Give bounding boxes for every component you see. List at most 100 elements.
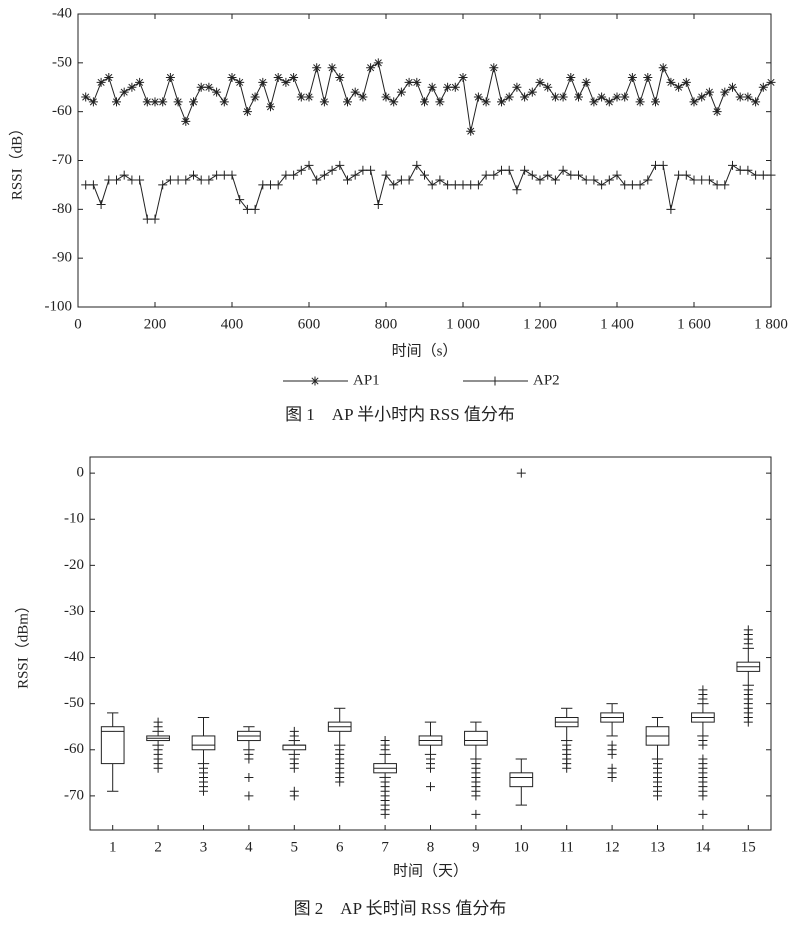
marker xyxy=(142,214,152,224)
marker xyxy=(674,82,684,92)
marker xyxy=(651,97,660,107)
marker xyxy=(743,717,753,727)
marker xyxy=(335,72,345,82)
marker xyxy=(497,97,506,107)
marker xyxy=(435,175,445,185)
marker xyxy=(627,72,637,82)
marker xyxy=(380,745,390,755)
box xyxy=(282,744,307,751)
marker xyxy=(698,740,708,750)
marker xyxy=(504,92,514,102)
marker xyxy=(612,92,622,102)
y-tick-label: -20 xyxy=(64,557,84,573)
marker xyxy=(312,63,322,73)
x-tick-label: 600 xyxy=(298,316,321,332)
marker xyxy=(728,82,737,92)
marker xyxy=(112,97,121,107)
marker xyxy=(366,165,376,175)
marker xyxy=(258,180,268,190)
marker xyxy=(497,165,506,175)
box xyxy=(464,730,488,746)
marker xyxy=(227,72,237,82)
marker xyxy=(735,92,745,102)
marker xyxy=(743,92,753,102)
marker xyxy=(281,77,291,87)
marker xyxy=(698,809,708,819)
marker xyxy=(327,63,337,73)
marker xyxy=(358,165,368,175)
marker xyxy=(427,180,437,190)
marker xyxy=(471,791,481,801)
y-tick-label: -100 xyxy=(45,298,73,314)
marker xyxy=(427,82,437,92)
marker xyxy=(490,376,500,386)
marker xyxy=(653,791,662,801)
marker xyxy=(412,160,422,170)
marker xyxy=(543,170,553,180)
x-tick-label: 1 000 xyxy=(446,316,480,332)
x-tick-label: 1 xyxy=(109,839,117,855)
marker xyxy=(296,92,306,102)
marker xyxy=(516,468,526,478)
marker xyxy=(697,175,707,185)
y-tick-label: -90 xyxy=(52,250,72,266)
marker xyxy=(373,199,383,209)
marker xyxy=(273,180,283,190)
marker xyxy=(289,763,299,773)
marker xyxy=(404,77,414,87)
marker xyxy=(266,102,275,112)
marker xyxy=(589,97,599,107)
legend-label: AP2 xyxy=(533,372,560,388)
marker xyxy=(258,77,268,87)
marker xyxy=(574,170,583,180)
y-axis-label: RSSI（dB） xyxy=(8,121,25,200)
marker xyxy=(289,170,299,180)
marker xyxy=(751,170,761,180)
marker xyxy=(635,97,645,107)
caption: 图 1 AP 半小时内 RSS 值分布 xyxy=(285,405,515,424)
marker xyxy=(681,170,691,180)
x-tick-label: 0 xyxy=(74,316,82,332)
marker xyxy=(698,694,708,704)
marker xyxy=(204,82,214,92)
marker xyxy=(612,170,622,180)
marker xyxy=(310,376,320,386)
marker xyxy=(165,72,175,82)
marker xyxy=(150,214,160,224)
marker xyxy=(189,97,198,107)
marker xyxy=(181,175,191,185)
marker xyxy=(235,77,245,87)
y-tick-label: -70 xyxy=(52,152,72,168)
marker xyxy=(319,170,329,180)
marker xyxy=(135,77,145,87)
marker xyxy=(543,82,553,92)
marker xyxy=(666,204,676,214)
marker xyxy=(426,763,435,773)
marker xyxy=(96,199,106,209)
marker xyxy=(558,92,568,102)
box xyxy=(191,735,216,751)
marker xyxy=(450,180,460,190)
y-tick-label: -40 xyxy=(64,649,84,665)
marker xyxy=(235,195,245,205)
legend-label: AP1 xyxy=(353,372,380,388)
marker xyxy=(396,175,406,185)
marker xyxy=(473,92,483,102)
marker xyxy=(373,58,383,68)
marker xyxy=(743,639,753,649)
marker xyxy=(471,809,481,819)
marker xyxy=(466,126,476,136)
marker xyxy=(420,97,429,107)
marker xyxy=(704,87,714,97)
marker xyxy=(566,170,576,180)
marker xyxy=(250,92,260,102)
x-tick-label: 1 800 xyxy=(754,316,788,332)
box xyxy=(100,726,125,765)
marker xyxy=(704,175,714,185)
x-tick-label: 800 xyxy=(375,316,398,332)
marker xyxy=(512,185,522,195)
y-tick-label: 0 xyxy=(77,465,85,481)
marker xyxy=(643,175,653,185)
x-tick-label: 1 400 xyxy=(600,316,634,332)
marker xyxy=(566,72,576,82)
